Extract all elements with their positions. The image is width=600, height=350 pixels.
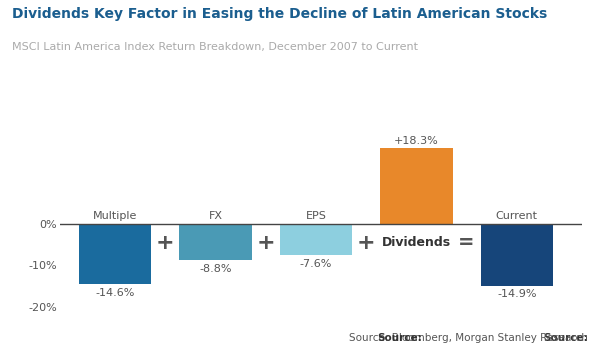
Bar [380, 148, 452, 224]
Text: +: + [357, 233, 376, 253]
Text: Source: Bloomberg, Morgan Stanley Research: Source: Bloomberg, Morgan Stanley Resear… [349, 333, 588, 343]
Text: +18.3%: +18.3% [394, 136, 439, 146]
Text: Multiple: Multiple [93, 211, 137, 221]
Bar [481, 224, 553, 286]
Text: -14.6%: -14.6% [95, 288, 135, 298]
Bar [179, 224, 252, 260]
Text: Source:: Source: [543, 333, 588, 343]
Text: -14.9%: -14.9% [497, 289, 536, 299]
Text: +: + [156, 233, 175, 253]
Text: =: = [458, 233, 475, 252]
Text: EPS: EPS [305, 211, 326, 221]
Text: Current: Current [496, 211, 538, 221]
Text: +: + [256, 233, 275, 253]
Text: Dividends Key Factor in Easing the Decline of Latin American Stocks: Dividends Key Factor in Easing the Decli… [12, 7, 547, 21]
Text: MSCI Latin America Index Return Breakdown, December 2007 to Current: MSCI Latin America Index Return Breakdow… [12, 42, 418, 52]
Text: FX: FX [209, 211, 223, 221]
Bar [280, 224, 352, 256]
Text: Dividends: Dividends [382, 236, 451, 249]
Text: Source:: Source: [377, 333, 422, 343]
Bar [79, 224, 151, 285]
Text: -7.6%: -7.6% [300, 259, 332, 269]
Text: -8.8%: -8.8% [199, 264, 232, 274]
